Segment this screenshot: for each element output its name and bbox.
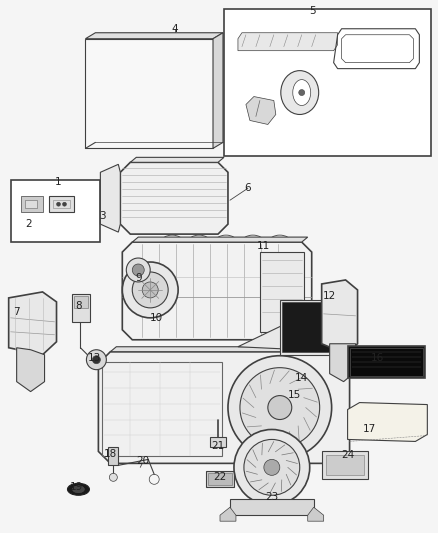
Circle shape [86,350,106,370]
Polygon shape [213,33,223,148]
Bar [350,348,424,376]
Polygon shape [122,242,312,340]
Polygon shape [100,164,120,232]
Polygon shape [99,352,350,463]
Ellipse shape [281,71,319,115]
Circle shape [132,264,144,276]
Bar [72,294,90,322]
Text: 13: 13 [88,353,101,363]
Circle shape [110,473,117,481]
Bar [348,346,425,378]
Bar [206,471,234,487]
Bar [108,447,118,465]
Text: 8: 8 [75,301,82,311]
Bar [321,451,367,479]
Polygon shape [110,347,343,352]
Text: 18: 18 [104,449,117,459]
Text: 16: 16 [371,353,384,363]
Bar [282,302,336,352]
Circle shape [240,368,320,447]
Ellipse shape [67,483,89,495]
Circle shape [268,395,292,419]
Bar [53,200,71,208]
Text: 23: 23 [265,492,279,502]
Text: 21: 21 [212,441,225,451]
Bar [224,9,431,156]
Text: 1: 1 [55,177,62,187]
Circle shape [122,262,178,318]
Polygon shape [246,96,276,124]
Text: 3: 3 [99,211,106,221]
Circle shape [244,439,300,495]
Text: 4: 4 [172,24,178,34]
Polygon shape [321,280,357,354]
Ellipse shape [72,486,85,493]
Polygon shape [220,507,236,521]
Text: 20: 20 [137,456,150,466]
Polygon shape [85,39,213,148]
Circle shape [92,356,100,364]
Bar [280,300,338,355]
Bar [208,473,232,486]
Ellipse shape [293,79,311,106]
Text: 9: 9 [135,273,141,283]
Bar [25,200,37,208]
Circle shape [142,282,158,298]
Circle shape [234,430,310,505]
Polygon shape [238,322,348,360]
Text: 7: 7 [13,307,20,317]
Bar [260,252,304,332]
Text: 22: 22 [213,472,226,482]
Polygon shape [17,348,45,392]
Circle shape [132,272,168,308]
Bar [326,455,364,475]
Polygon shape [85,33,223,39]
Text: 14: 14 [295,373,308,383]
Text: 2: 2 [25,219,32,229]
Polygon shape [130,157,224,163]
Polygon shape [120,163,228,234]
Bar [11,180,100,242]
Polygon shape [238,33,338,51]
Text: 6: 6 [244,183,251,193]
Circle shape [63,202,67,206]
Polygon shape [308,507,324,521]
Text: 11: 11 [257,241,271,251]
Text: 17: 17 [363,424,376,434]
Bar [210,438,226,447]
Circle shape [228,356,332,459]
Text: 12: 12 [323,291,336,301]
Text: 19: 19 [70,482,83,492]
Circle shape [126,258,150,282]
Text: 5: 5 [309,6,316,16]
Bar [230,499,314,515]
Circle shape [299,90,305,95]
Polygon shape [330,344,356,382]
Polygon shape [348,402,427,441]
Text: 15: 15 [288,390,301,400]
Bar [102,362,222,456]
Text: 24: 24 [341,450,354,461]
Text: 10: 10 [150,313,163,323]
Bar [49,196,74,212]
Circle shape [264,459,280,475]
Circle shape [57,202,60,206]
Bar [21,196,42,212]
Bar [74,296,88,308]
Polygon shape [9,292,57,355]
Polygon shape [132,237,308,242]
